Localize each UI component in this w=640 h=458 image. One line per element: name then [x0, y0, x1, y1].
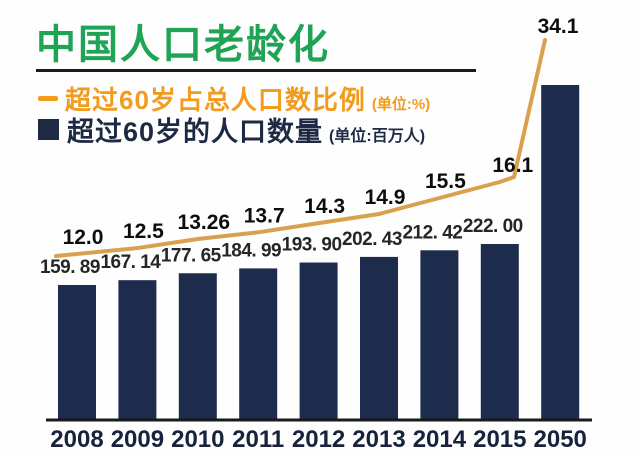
- x-axis-tick-label: 2010: [171, 426, 224, 453]
- bar: [178, 273, 217, 420]
- legend-item-percentage: 超过60岁占总人口数比例 (单位:%): [38, 80, 430, 117]
- bar: [299, 262, 338, 420]
- bar-value-label: 184. 99: [221, 240, 281, 261]
- x-axis-tick-label: 2014: [413, 426, 467, 453]
- x-axis-tick-label: 2012: [292, 426, 345, 453]
- bar: [541, 85, 580, 420]
- percent-label: 12.5: [123, 220, 164, 243]
- x-axis-tick-label: 2008: [50, 426, 103, 453]
- bar: [118, 280, 157, 420]
- legend-percentage-label: 超过60岁占总人口数比例: [65, 85, 366, 115]
- page-title: 中国人口老龄化: [36, 23, 330, 67]
- legend-percentage-unit: (单位:%): [371, 96, 431, 113]
- x-axis-tick-label: 2015: [473, 426, 526, 453]
- legend-item-population: 超过60岁的人口数量 (单位:百万人): [38, 110, 425, 149]
- x-axis-tick-label: 2050: [534, 426, 587, 453]
- x-axis-tick-label: 2009: [111, 426, 164, 453]
- percent-label: 12.0: [63, 226, 104, 249]
- bar-value-label: 212. 42: [402, 222, 462, 243]
- bar: [58, 284, 96, 420]
- bar: [360, 256, 398, 420]
- title-underline: [36, 69, 476, 72]
- percent-label: 16.1: [492, 154, 533, 177]
- percent-label: 13.7: [244, 204, 285, 227]
- percent-label: 13.26: [178, 211, 231, 234]
- bar: [239, 268, 278, 420]
- percent-label: 14.3: [304, 195, 345, 218]
- bar-value-label: 193. 90: [282, 235, 342, 256]
- trend-line: [54, 38, 547, 258]
- legend-population-unit: (单位:百万人): [329, 128, 426, 145]
- bar: [480, 243, 519, 420]
- percent-label: 14.9: [365, 186, 406, 209]
- bar-value-label: 177. 65: [161, 245, 222, 266]
- percent-label: 34.1: [538, 15, 579, 38]
- bar-value-label: 202. 43: [342, 229, 402, 250]
- bar-value-label: 167. 14: [100, 252, 161, 273]
- line-marker-icon: [38, 96, 58, 101]
- legend-population-label: 超过60岁的人口数量: [67, 117, 324, 147]
- x-axis-tick-label: 2011: [232, 426, 284, 453]
- square-marker-icon: [38, 119, 59, 140]
- bar: [420, 250, 459, 420]
- bar-value-label: 222. 00: [463, 216, 523, 237]
- bar-value-label: 159. 89: [40, 257, 100, 278]
- x-axis-tick-label: 2013: [352, 426, 405, 453]
- percent-label: 15.5: [425, 170, 466, 193]
